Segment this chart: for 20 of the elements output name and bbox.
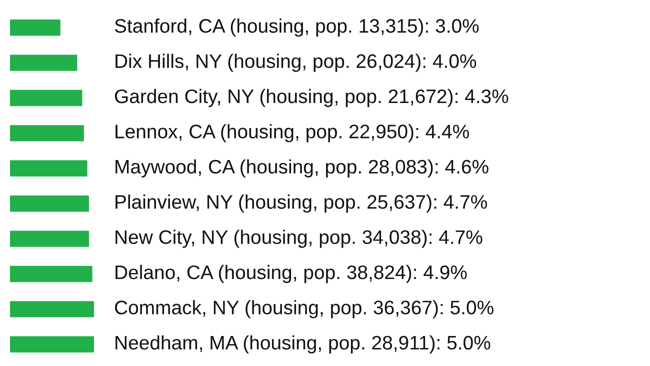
data-label: Delano, CA (housing, pop. 38,824): 4.9%: [116, 264, 467, 284]
data-label: Maywood, CA (housing, pop. 28,083): 4.6%: [116, 159, 488, 178]
data-label: Dix Hills, NY (housing, pop. 26,024): 4.0%: [116, 54, 476, 72]
bar: [10, 230, 89, 247]
data-label: Commack, NY (housing, pop. 36,367): 5.0%: [114, 300, 494, 318]
data-label: Stanford, CA (housing, pop. 13,315): 3.0%: [114, 18, 479, 37]
data-label: Lennox, CA (housing, pop. 22,950): 4.4%: [116, 124, 469, 142]
bar: [10, 301, 94, 318]
bar: [10, 20, 60, 36]
data-label: New City, NY (housing, pop. 34,038): 4.7%: [116, 230, 482, 248]
bar: [10, 54, 78, 71]
data-label: Plainview, NY (housing, pop. 25,637): 4.7%: [116, 194, 487, 213]
bar: [10, 90, 82, 106]
bar: [10, 196, 89, 212]
bar: [10, 160, 88, 176]
data-label: Needham, MA (housing, pop. 28,911): 5.0%: [116, 335, 490, 354]
bar: [10, 336, 94, 352]
bar: [10, 125, 84, 142]
bar: [10, 266, 92, 282]
data-label: Garden City, NY (housing, pop. 21,672): 4.3%: [114, 88, 508, 108]
